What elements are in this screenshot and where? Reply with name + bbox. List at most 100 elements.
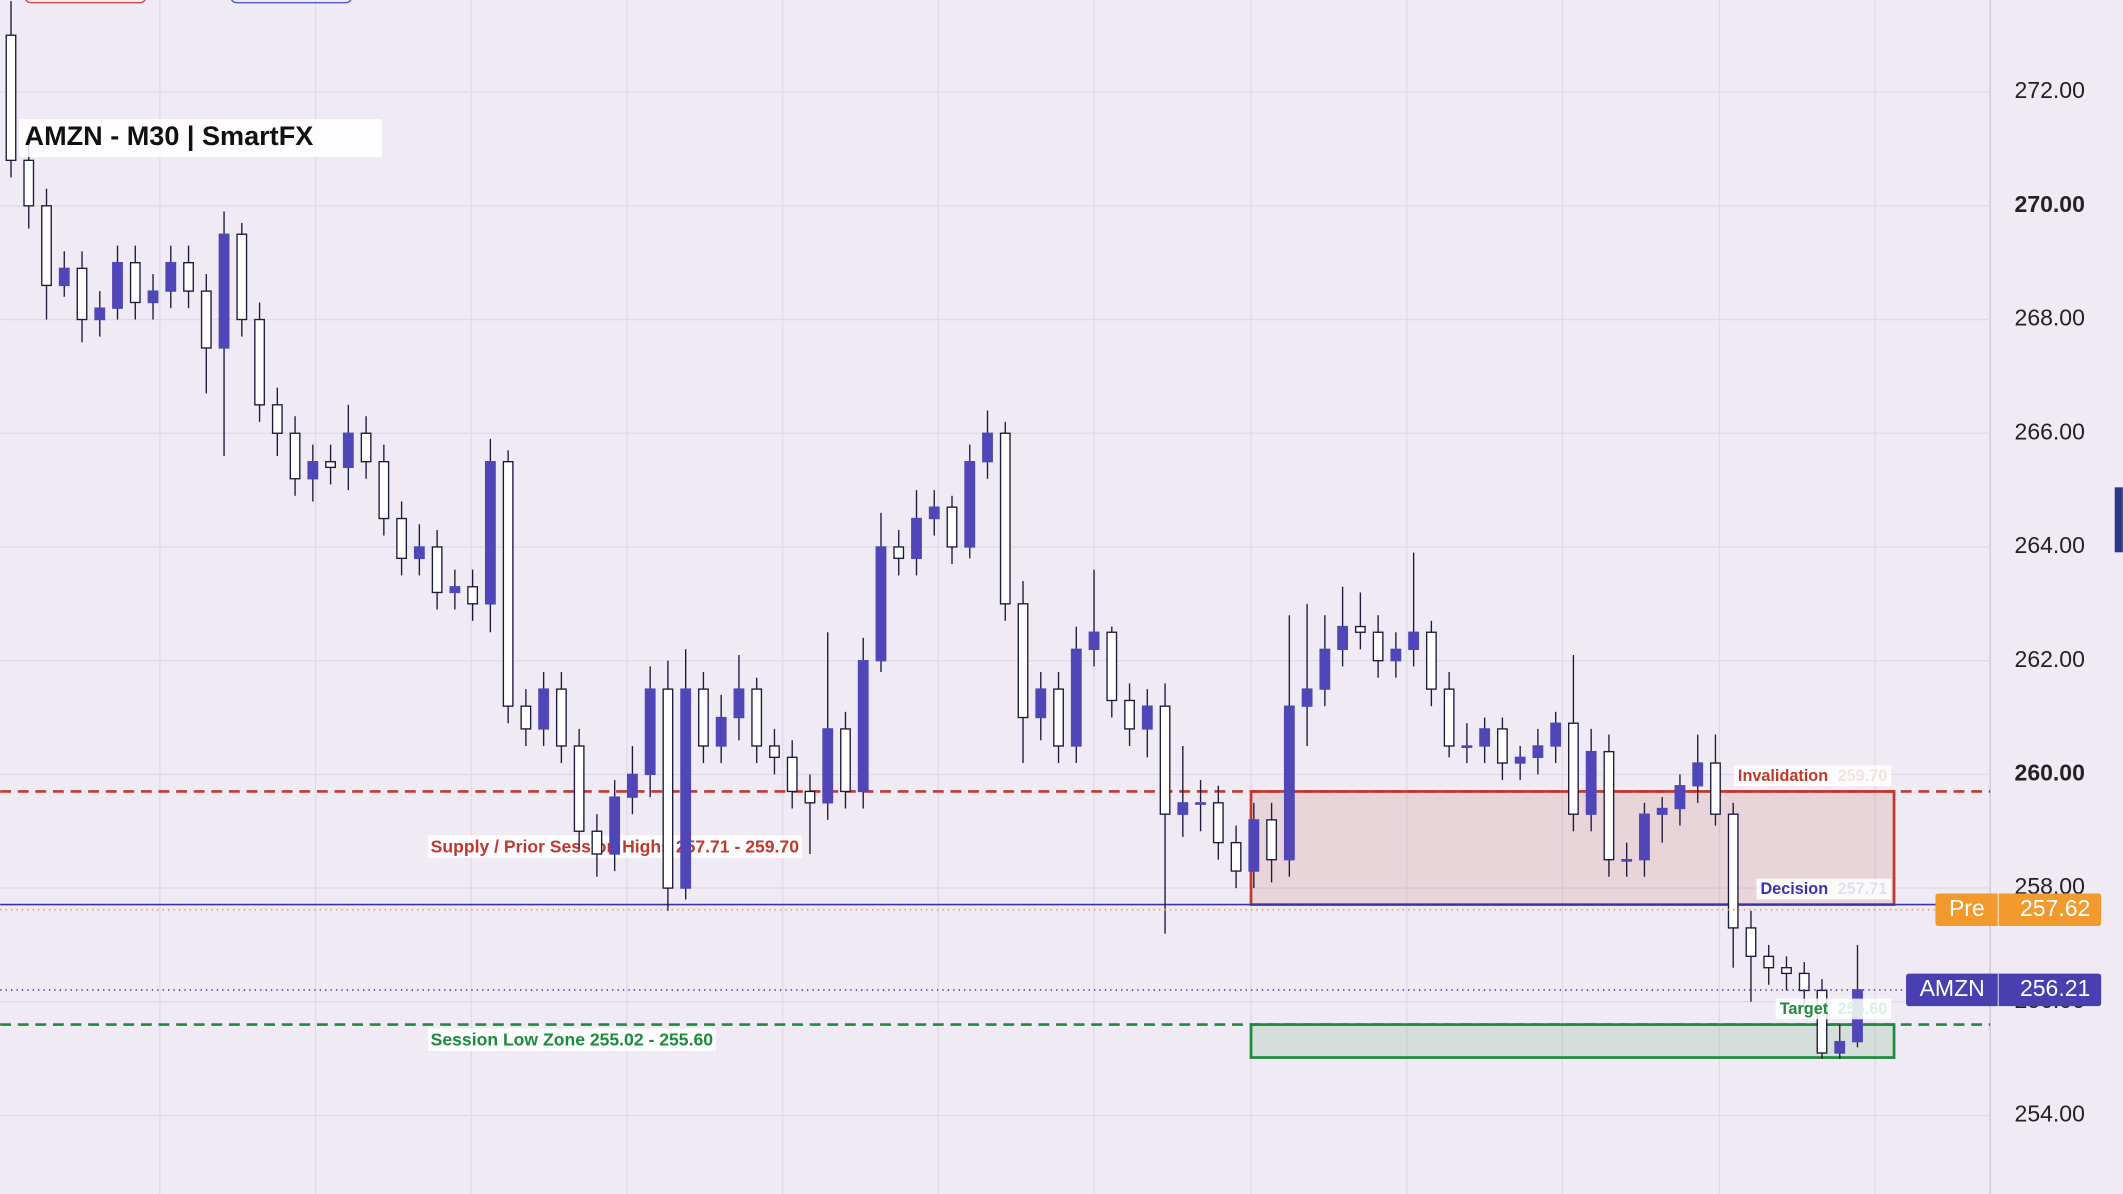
candle-body (165, 262, 177, 292)
title-bg (19, 119, 382, 158)
candle-body (1301, 688, 1313, 707)
candle-body (183, 262, 194, 292)
candle-body (1070, 648, 1082, 747)
candle-body (680, 688, 692, 889)
candle-body (804, 790, 816, 804)
level-label-bg (1756, 878, 1892, 900)
candle-body (307, 461, 319, 480)
zone-label: Session Low Zone 255.02 - 255.60 (431, 1030, 714, 1050)
candle-body (94, 307, 106, 321)
candle-body (1106, 631, 1118, 702)
zone-label-bg (427, 1028, 716, 1052)
candle-body (1159, 705, 1171, 815)
candle-body (1479, 728, 1491, 747)
candle-body (1177, 802, 1189, 815)
candle-body (911, 517, 922, 560)
candle-body (1425, 631, 1437, 690)
candle-body (573, 745, 585, 832)
y-tick-label: 254.00 (2015, 1101, 2085, 1127)
candle-body (5, 34, 17, 162)
candle-body (982, 432, 993, 463)
candle-body (1461, 745, 1473, 748)
candle-body (23, 159, 35, 207)
candle-body (1674, 785, 1686, 810)
candle-body (431, 546, 443, 594)
candle-body (1816, 989, 1828, 1054)
candle-body (1550, 722, 1562, 747)
candle-body (58, 267, 70, 287)
candle-body (1230, 841, 1242, 872)
candle-body (822, 728, 834, 804)
candle-body (928, 506, 940, 520)
candle-body (271, 404, 283, 434)
price-tag (1935, 893, 2102, 926)
toolbar-button[interactable] (230, 0, 352, 4)
candle-body (1532, 745, 1544, 759)
candle-body (769, 745, 780, 759)
candle-body (484, 461, 496, 605)
candle-body (467, 586, 479, 605)
candle-body (1141, 705, 1153, 730)
candle-body (342, 432, 354, 469)
price-tag-name: AMZN (1920, 975, 1985, 1001)
y-tick-label: 264.00 (2015, 532, 2085, 558)
y-tick-label: 266.00 (2015, 418, 2085, 444)
candle-body (360, 432, 372, 463)
candle-body (1781, 967, 1792, 975)
candle-body (698, 688, 709, 747)
candle-body (1603, 750, 1615, 861)
candle-body (893, 546, 905, 560)
candle-body (236, 233, 248, 321)
plot-layer: 254.00256.00258.00260.00262.00264.00266.… (0, 1, 2102, 1127)
candle-body (1727, 813, 1739, 929)
candle-body (112, 262, 123, 309)
candle-body (751, 688, 763, 747)
candle-body (662, 688, 674, 889)
candle-body (1496, 728, 1508, 764)
candle-body (289, 432, 301, 480)
candle-body (520, 705, 532, 730)
candle-body (733, 688, 745, 719)
price-tag-value: 257.62 (2020, 895, 2090, 921)
candle-body (378, 461, 390, 520)
candle-body (1692, 762, 1704, 787)
toolbar-button[interactable] (25, 0, 147, 4)
candle-body (1834, 1040, 1846, 1054)
candle-body (644, 688, 656, 776)
y-tick-label: 272.00 (2015, 77, 2085, 103)
candle-body (1195, 802, 1206, 805)
price-tag (1906, 973, 2102, 1007)
candle-body (715, 716, 727, 747)
candle-body (147, 290, 159, 304)
candle-body (1656, 807, 1668, 815)
candle-body (1443, 688, 1455, 747)
level-name: Invalidation (1738, 767, 1828, 785)
price-tag-value: 256.21 (2020, 975, 2090, 1001)
zone-box (1249, 1023, 1896, 1059)
scroll-handle[interactable] (2114, 487, 2123, 553)
level-name: Decision (1760, 880, 1828, 898)
candle-body (857, 660, 869, 793)
candle-body (1639, 813, 1650, 861)
candle-body (325, 461, 336, 469)
y-tick-label: 268.00 (2015, 305, 2085, 331)
candle-body (1408, 631, 1420, 650)
candle-body (609, 796, 621, 855)
candle-body (129, 262, 141, 304)
candle-body (76, 267, 88, 321)
candle-body (875, 546, 887, 662)
candle-body (1798, 972, 1810, 992)
candle-body (555, 688, 567, 747)
candle-body (786, 756, 798, 793)
candle-body (840, 728, 851, 793)
level-name: Target (1780, 1000, 1829, 1018)
candle-body (396, 517, 408, 560)
candle-body (964, 461, 976, 548)
candle-body (1390, 648, 1402, 662)
candle-body (1035, 688, 1047, 719)
candle-body (1354, 625, 1366, 633)
y-tick-label: 262.00 (2015, 646, 2085, 672)
